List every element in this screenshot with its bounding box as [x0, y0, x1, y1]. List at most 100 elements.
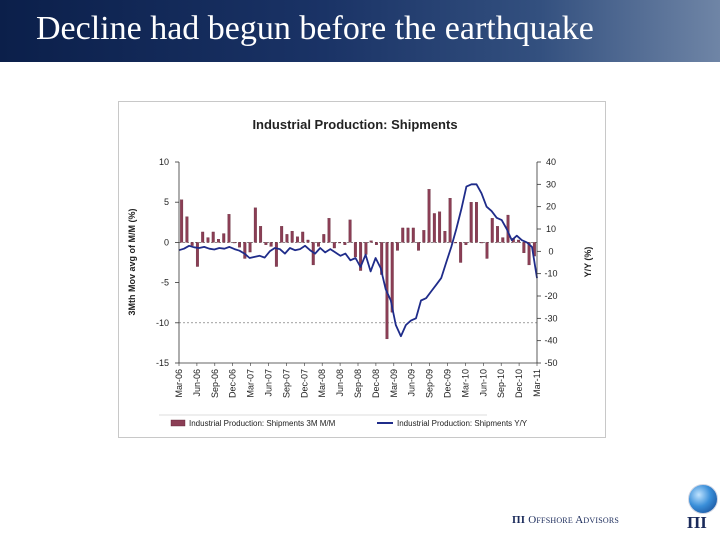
bar-mark: [269, 242, 273, 247]
x-tick-label: Sep-09: [425, 369, 435, 398]
x-tick-label: Sep-07: [281, 369, 291, 398]
bar-mark: [211, 231, 215, 243]
y-left-tick-label: 0: [164, 237, 169, 247]
bar-mark: [190, 242, 194, 246]
bar-mark: [280, 226, 284, 243]
bar-mark: [490, 218, 494, 243]
bar-mark: [227, 214, 231, 243]
x-tick-label: Mar-10: [460, 369, 470, 398]
x-tick-label: Jun-09: [407, 369, 417, 397]
bar-mark: [327, 218, 331, 243]
chart-frame: Industrial Production: Shipments 10 5 0 -5 -…: [118, 101, 606, 438]
bar-mark: [517, 239, 521, 243]
line-series: [178, 183, 538, 338]
bar-mark: [464, 242, 468, 245]
x-tick-label: Dec-07: [299, 369, 309, 398]
y-right-tick-label: 0: [548, 246, 553, 256]
bar-mark: [485, 242, 489, 259]
x-tick-label: Jun-08: [335, 369, 345, 397]
y-right-tick-label: -30: [544, 313, 557, 323]
bar-mark: [180, 199, 184, 243]
bar-mark: [469, 202, 473, 243]
y-left-tick-label: 5: [164, 197, 169, 207]
legend-bar-label: Industrial Production: Shipments 3M M/M: [189, 419, 336, 428]
x-tick-label: Mar-11: [532, 369, 542, 397]
y-right-tick-label: -10: [544, 269, 557, 279]
x-tick-label: Mar-09: [389, 369, 399, 398]
bar-mark: [501, 237, 505, 243]
bar-mark: [396, 242, 399, 251]
yy-series-line: [178, 183, 538, 338]
bar-mark: [353, 242, 357, 258]
x-tick-label: Mar-06: [174, 369, 184, 398]
bar-mark: [390, 242, 394, 313]
bar-mark: [369, 240, 373, 243]
bar-mark: [290, 230, 294, 243]
slide-title: Decline had begun before the earthquake: [36, 10, 594, 47]
bar-mark: [343, 242, 347, 245]
bar-mark: [443, 230, 447, 243]
bar-mark: [364, 242, 368, 255]
bar-mark: [332, 242, 336, 249]
bar-mark: [201, 231, 205, 243]
x-tick-label: Dec-08: [371, 369, 381, 398]
x-tick-label: Dec-10: [514, 369, 524, 398]
bar-mark: [317, 242, 320, 247]
y-left-tick-label: -10: [156, 318, 169, 328]
x-tick-label: Mar-08: [317, 369, 327, 398]
footer-logo-text: Offshore Advisors: [528, 514, 620, 526]
bar-mark: [411, 227, 415, 243]
bar-mark: [259, 226, 263, 243]
bar-mark: [480, 242, 484, 244]
bar-mark: [253, 207, 257, 243]
footer-logo-mark: ΠΙ: [512, 514, 526, 526]
bar-mark: [274, 242, 278, 267]
y-left-tick-label: 10: [159, 157, 169, 167]
y-right-tick-label: 20: [546, 202, 556, 212]
x-tick-label: Sep-06: [210, 369, 220, 398]
bar-mark: [248, 242, 252, 253]
y-right-tick-label: 30: [546, 179, 556, 189]
bar-mark: [374, 242, 378, 245]
bar-mark: [264, 242, 268, 245]
x-tick-label: Jun-06: [192, 369, 202, 397]
x-tick-label: Sep-08: [353, 369, 363, 398]
globe-icon: [688, 484, 718, 514]
bar-mark: [195, 242, 199, 267]
bar-mark: [238, 242, 241, 248]
bar-mark: [453, 242, 457, 244]
bar-mark: [406, 227, 410, 243]
bar-mark: [522, 242, 526, 254]
footer-logo: ΠΙ Offshore Advisors: [512, 514, 619, 526]
x-tick-label: Dec-09: [443, 369, 453, 398]
grid-layer: [179, 242, 537, 324]
bar-mark: [206, 237, 210, 243]
y-right-tick-label: 40: [546, 157, 556, 167]
x-tick-label: Jun-10: [478, 369, 488, 397]
y-axis-left-label: 3Mth Mov avg of M/M (%): [127, 209, 137, 316]
bar-mark: [527, 242, 531, 266]
y-axis-right-label: Y/Y (%): [583, 247, 593, 278]
legend-line-label: Industrial Production: Shipments Y/Y: [397, 419, 528, 428]
bar-mark: [243, 242, 247, 259]
bar-mark: [448, 198, 452, 243]
bar-mark: [422, 230, 426, 243]
bar-mark: [475, 202, 478, 243]
bar-mark: [432, 213, 436, 243]
bar-series: [180, 189, 536, 340]
x-tick-label: Jun-07: [264, 369, 274, 397]
bar-mark: [417, 242, 420, 251]
y-right-tick-label: -20: [544, 291, 557, 301]
y-right-tick-label: -50: [544, 358, 557, 368]
bar-mark: [401, 227, 405, 243]
x-tick-label: Mar-07: [246, 369, 256, 398]
bar-mark: [359, 242, 363, 271]
bar-mark: [427, 189, 431, 243]
bar-mark: [185, 216, 189, 243]
bar-mark: [496, 226, 499, 243]
x-tick-label: Sep-10: [496, 369, 506, 398]
title-bar: Decline had begun before the earthquake: [0, 0, 720, 62]
bar-mark: [296, 236, 299, 243]
bar-mark: [338, 242, 342, 244]
bar-mark: [348, 219, 352, 243]
